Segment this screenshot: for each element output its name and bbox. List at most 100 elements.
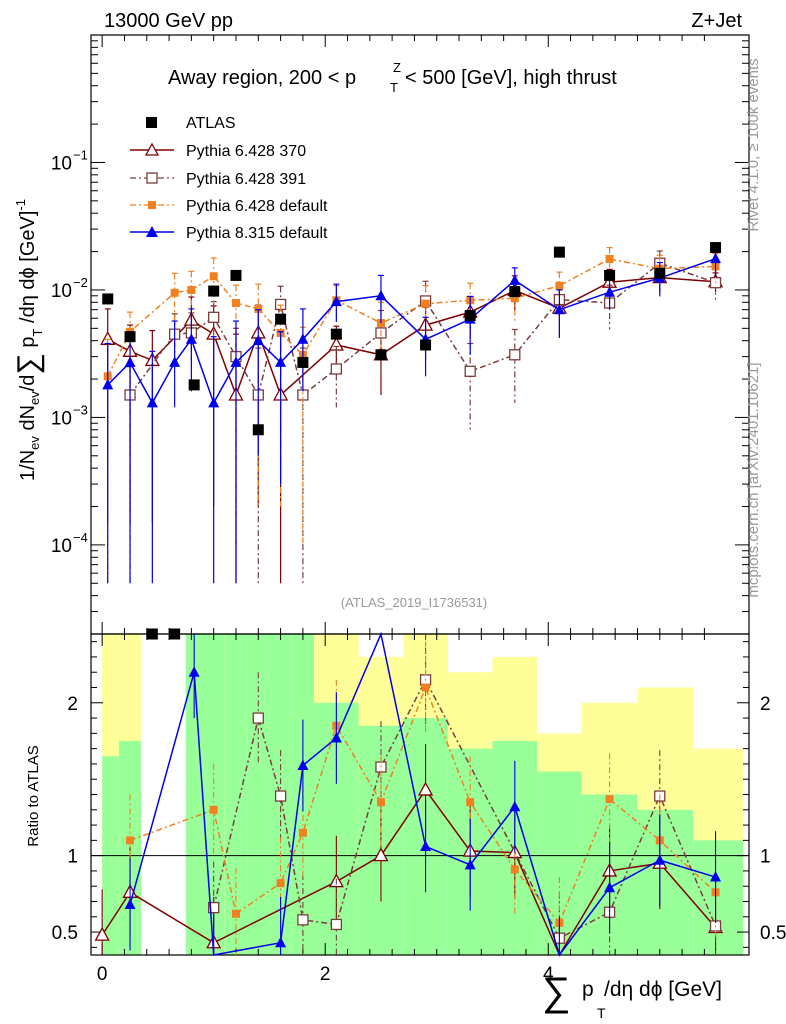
series-1-ratio-point [274, 790, 287, 802]
legend: ATLAS Pythia 6.428 370 Pythia 6.428 391 … [130, 115, 328, 242]
title-sup-z: Z [393, 60, 401, 75]
legend-label-atlas: ATLAS [186, 115, 236, 132]
ratio-tick-label-right: 1 [760, 847, 771, 868]
y-tick-exponent: −3 [73, 402, 88, 417]
series-3-ratio-point [297, 759, 309, 770]
series-1-ratio-point [208, 901, 220, 914]
series-2-point [187, 285, 196, 294]
series-3-point [275, 356, 287, 367]
band-green [224, 634, 248, 955]
x-axis-p: p [582, 978, 594, 1001]
series-3-point [509, 274, 521, 285]
title-right: < 500 [GeV], high thrust [405, 67, 617, 89]
series-1-ratio-point [252, 712, 264, 724]
series-3-ratio-point [710, 871, 722, 882]
atlas-point [509, 286, 521, 298]
series-2-point [231, 298, 240, 307]
series-3-point [604, 286, 616, 297]
series-1-point [330, 363, 343, 375]
axes: 0 2 410−410−310−210 −10.5 0.51 12 2 [51, 34, 786, 985]
series-3-point [185, 333, 197, 344]
legend-marker-6def [148, 201, 156, 209]
atlas-point [604, 269, 616, 281]
legend-marker-370 [144, 142, 160, 156]
title-left: Away region, 200 < p [168, 67, 356, 89]
series-2-point [510, 294, 519, 303]
series-0-ratio-point [94, 926, 110, 941]
series-3-point [146, 396, 158, 408]
series-3-ratio-point [188, 666, 200, 677]
series-0-ratio-point [417, 781, 434, 796]
atlas-point [420, 339, 432, 351]
series-3-ratio-point [509, 800, 521, 812]
series-2-point [421, 299, 430, 308]
series-2-point [170, 288, 179, 297]
series-3-point [330, 295, 342, 307]
series-2-ratio-point [126, 836, 135, 845]
series-0-ratio-point [373, 847, 389, 862]
x-axis-t: T [597, 1005, 606, 1021]
atlas-point [146, 628, 158, 640]
header-process: Z+Jet [691, 10, 742, 32]
series-2-point [254, 304, 263, 313]
ratio-tick-label-left: 1 [67, 847, 78, 868]
ratio-panel-series [94, 631, 724, 957]
x-tick-label: 0 [97, 964, 108, 985]
series-3-ratio-point [654, 854, 666, 865]
ratio-tick-label-left: 2 [67, 694, 78, 715]
legend-label-391: Pythia 6.428 391 [186, 171, 306, 188]
series-3-point [297, 333, 309, 344]
x-axis-title: ∑ p T /dη dϕ [GeV] [542, 970, 722, 1021]
x-tick-label: 4 [543, 964, 554, 985]
atlas-point [654, 267, 666, 279]
legend-label-370: Pythia 6.428 370 [186, 143, 306, 160]
series-3-point [102, 378, 114, 390]
atlas-point [710, 242, 722, 254]
atlas-point [375, 349, 387, 361]
series-2-ratio-point [209, 805, 218, 814]
band-green [185, 634, 203, 955]
series-3-point [710, 252, 722, 264]
series-2-ratio-point [466, 798, 475, 807]
series-2-point [605, 254, 614, 263]
atlas-point [275, 313, 287, 325]
series-2-point [555, 281, 564, 290]
legend-label-6def: Pythia 6.428 default [186, 198, 328, 215]
series-3-point [375, 289, 387, 301]
y-axis-title-text: 1/Nev dNev/d∑ pT /dη dϕ [GeV]-1 [12, 199, 45, 481]
atlas-point [330, 328, 342, 340]
series-3-ratio-point [604, 881, 616, 893]
series-3-point [252, 334, 264, 346]
series-3-point [169, 356, 181, 367]
series-3-ratio-point [124, 898, 136, 910]
main-panel-series [100, 242, 724, 640]
series-1-point [464, 365, 476, 377]
ratio-tick-label-right: 2 [760, 694, 771, 715]
atlas-point [169, 628, 181, 640]
atlas-point [252, 424, 264, 436]
series-3-point [124, 356, 136, 367]
atlas-point [102, 293, 114, 305]
series-3-ratio-point [464, 858, 476, 870]
x-axis-rest: /dη dϕ [GeV] [604, 978, 722, 1001]
series-1-ratio-line [212, 678, 717, 940]
series-3-ratio-point [420, 840, 432, 851]
series-2-ratio-line [129, 685, 717, 925]
atlas-point [230, 269, 242, 281]
y-tick-label: 10 [51, 408, 72, 429]
band-green [637, 809, 694, 955]
y-axis-title: 1/Nev dNev/d∑ pT /dη dϕ [GeV]-1 [12, 199, 45, 481]
ratio-tick-label-left: 0.5 [52, 923, 78, 944]
series-0-ratio-line [101, 788, 717, 957]
series-2-ratio-point [276, 879, 285, 888]
series-3-point [230, 356, 242, 367]
ratio-axis-title: Ratio to ATLAS [25, 745, 42, 846]
series-2-ratio-point [376, 798, 385, 807]
series-2-ratio-point [510, 865, 519, 874]
series-3-ratio-line [129, 631, 716, 957]
series-1-ratio-point [297, 914, 309, 926]
y-tick-label: 10 [51, 153, 72, 174]
mcplots-label: mcplots.cern.ch [arXiv:2401.10621] [745, 362, 762, 597]
legend-marker-atlas [146, 117, 157, 128]
